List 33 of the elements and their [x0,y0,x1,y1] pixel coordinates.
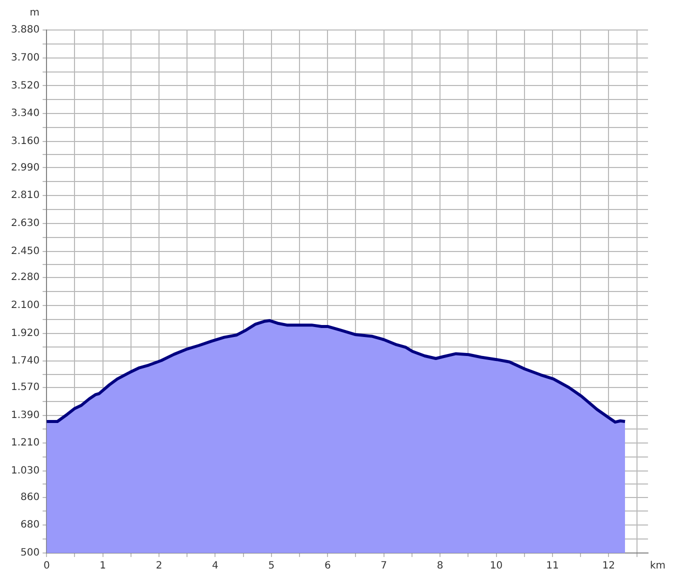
x-tick-label: 0 [43,560,50,572]
y-tick-label: 3.520 [10,80,40,92]
y-tick-label: 3.880 [10,24,40,36]
y-tick-label: 2.810 [10,190,40,202]
y-tick-label: 3.700 [10,52,40,64]
y-tick-label: 1.920 [10,328,40,339]
y-tick-label: 2.280 [10,272,40,284]
x-tick-label: 11 [546,560,559,572]
y-tick-label: 1.210 [10,438,40,449]
x-axis-title: km [650,560,666,572]
x-tick-label: 7 [380,560,388,572]
x-tick-label: 4 [212,560,218,572]
y-tick-label: 2.100 [10,300,40,312]
y-tick-label: 1.390 [10,410,40,421]
x-tick-label: 10 [490,560,503,572]
y-tick-label: 1.030 [10,466,40,477]
y-tick-label: 1.740 [10,356,40,367]
y-tick-label: 2.990 [10,162,40,174]
x-tick-label: 12 [602,560,616,572]
y-tick-label: 3.340 [10,108,40,120]
y-tick-label: 500 [20,548,40,559]
x-tick-label: 2 [156,560,162,572]
y-axis-title: m [30,8,40,19]
y-tick-label: 860 [20,492,40,503]
x-tick-label: 6 [324,560,331,572]
x-tick-label: 5 [268,560,275,572]
y-tick-label: 1.570 [10,382,40,394]
y-tick-label: 680 [20,520,40,531]
y-tick-label: 2.450 [10,246,40,257]
y-tick-label: 2.630 [10,218,40,230]
x-tick-label: 1 [100,560,106,572]
x-tick-label: 8 [436,560,444,572]
y-tick-label: 3.160 [10,136,40,147]
